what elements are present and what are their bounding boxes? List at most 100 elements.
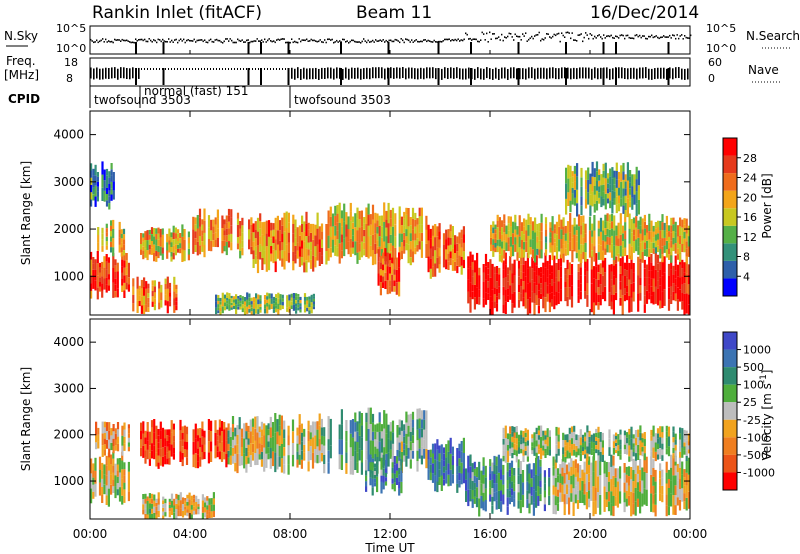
- echo-cell: [146, 431, 149, 441]
- echo-cell: [312, 301, 315, 305]
- colorbar-swatch: [723, 260, 737, 279]
- echo-cell: [347, 229, 350, 242]
- echo-cell: [555, 453, 558, 463]
- echo-cell: [166, 233, 169, 243]
- echo-cell: [400, 481, 403, 494]
- noise-tick-left-top: 10^5: [56, 22, 86, 35]
- echo-cell: [482, 492, 485, 502]
- echo-cell: [599, 284, 602, 295]
- echo-cell: [292, 233, 295, 243]
- echo-cell: [296, 227, 299, 236]
- echo-cell: [318, 425, 321, 439]
- echo-cell: [356, 431, 359, 442]
- echo-cell: [652, 485, 655, 495]
- echo-cell: [239, 228, 242, 236]
- echo-cell: [659, 277, 662, 286]
- echo-cell: [185, 426, 189, 435]
- noise-point: [493, 33, 495, 35]
- echo-cell: [105, 241, 108, 246]
- echo-cell: [210, 420, 213, 431]
- colorbar-swatch: [723, 384, 737, 403]
- echo-cell: [559, 277, 563, 290]
- echo-cell: [168, 457, 171, 465]
- echo-cell: [298, 246, 301, 257]
- echo-cell: [562, 244, 565, 254]
- echo-cell: [544, 223, 548, 230]
- echo-cell: [559, 492, 562, 503]
- freq-point: [282, 68, 283, 70]
- echo-cell: [384, 481, 388, 486]
- echo-cell: [407, 244, 410, 264]
- echo-cell: [114, 259, 117, 266]
- echo-cell: [376, 484, 379, 493]
- echo-cell: [467, 455, 470, 473]
- noise-point: [633, 37, 635, 40]
- echo-cell: [592, 442, 596, 452]
- echo-cell: [613, 198, 616, 205]
- echo-cell: [612, 275, 615, 285]
- noise-point: [582, 40, 584, 43]
- echo-cell: [564, 268, 567, 275]
- echo-cell: [487, 274, 490, 281]
- echo-cell: [517, 475, 520, 484]
- echo-cell: [153, 419, 156, 433]
- echo-cell: [645, 277, 649, 291]
- echo-cell: [492, 251, 495, 257]
- echo-cell: [236, 212, 240, 219]
- echo-cell: [145, 296, 148, 305]
- freq-point: [255, 68, 256, 70]
- echo-cell: [121, 486, 124, 496]
- echo-cell: [586, 294, 589, 307]
- echo-cell: [125, 274, 128, 283]
- echo-cell: [283, 212, 286, 232]
- echo-cell: [560, 219, 563, 230]
- freq-bar: [669, 67, 671, 79]
- echo-cell: [438, 469, 441, 478]
- echo-cell: [179, 441, 182, 452]
- freq-bar: [99, 68, 101, 80]
- echo-cell: [674, 278, 677, 286]
- echo-cell: [288, 294, 291, 301]
- noise-point: [442, 40, 444, 42]
- echo-cell: [561, 467, 564, 477]
- echo-cell: [283, 438, 286, 447]
- colorbar-tick-label: 1000: [743, 344, 771, 357]
- echo-cell: [676, 225, 679, 231]
- echo-cell: [96, 186, 99, 192]
- echo-cell: [351, 241, 355, 248]
- freq-bar: [348, 68, 350, 80]
- echo-cell: [114, 486, 117, 499]
- echo-cell: [484, 292, 488, 305]
- echo-cell: [681, 235, 684, 244]
- echo-cell: [92, 463, 95, 471]
- noise-point: [472, 38, 474, 40]
- echo-cell: [425, 215, 428, 230]
- echo-cell: [529, 239, 532, 247]
- echo-cell: [112, 172, 115, 182]
- echo-cell: [611, 201, 614, 214]
- echo-cell: [580, 186, 583, 197]
- echo-cell: [456, 265, 459, 274]
- echo-cell: [116, 483, 119, 490]
- echo-cell: [393, 257, 396, 264]
- echo-cell: [569, 232, 572, 242]
- echo-cell: [506, 295, 510, 302]
- echo-cell: [654, 269, 657, 287]
- echo-cell: [606, 193, 610, 199]
- echo-cell: [502, 450, 505, 456]
- echo-cell: [420, 232, 423, 242]
- echo-cell: [478, 498, 481, 517]
- echo-cell: [511, 442, 514, 448]
- echo-cell: [641, 493, 644, 507]
- echo-cell: [529, 247, 532, 255]
- echo-cell: [306, 307, 309, 312]
- echo-cell: [624, 239, 627, 248]
- echo-cell: [606, 183, 610, 189]
- echo-cell: [216, 451, 219, 458]
- echo-cell: [384, 280, 387, 289]
- echo-cell: [318, 450, 321, 463]
- echo-cell: [263, 308, 267, 314]
- echo-cell: [334, 205, 337, 216]
- echo-cell: [158, 295, 161, 303]
- echo-cell: [120, 233, 123, 239]
